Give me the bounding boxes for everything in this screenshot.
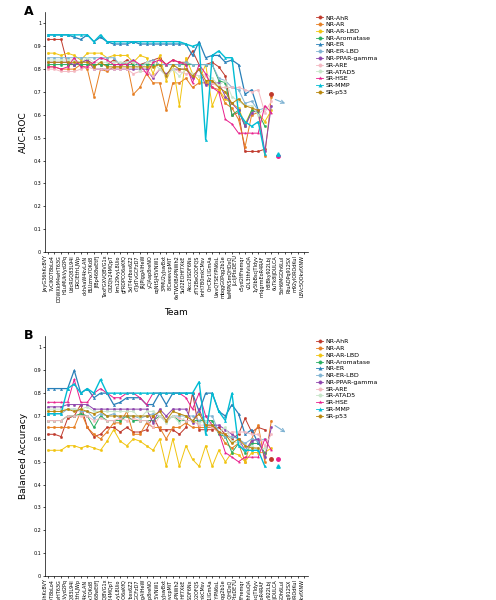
Y-axis label: Balanced Accuracy: Balanced Accuracy [19, 413, 28, 499]
Legend: NR-AhR, NR-AR, NR-AR-LBD, NR-Aromatase, NR-ER, NR-ER-LBD, NR-PPAR-gamma, SR-ARE,: NR-AhR, NR-AR, NR-AR-LBD, NR-Aromatase, … [316, 339, 377, 419]
X-axis label: Team: Team [164, 308, 188, 317]
Text: B: B [24, 329, 33, 342]
Legend: NR-AhR, NR-AR, NR-AR-LBD, NR-Aromatase, NR-ER, NR-ER-LBD, NR-PPAR-gamma, SR-ARE,: NR-AhR, NR-AR, NR-AR-LBD, NR-Aromatase, … [316, 15, 377, 95]
Text: A: A [24, 5, 33, 18]
Y-axis label: AUC-ROC: AUC-ROC [19, 111, 28, 153]
